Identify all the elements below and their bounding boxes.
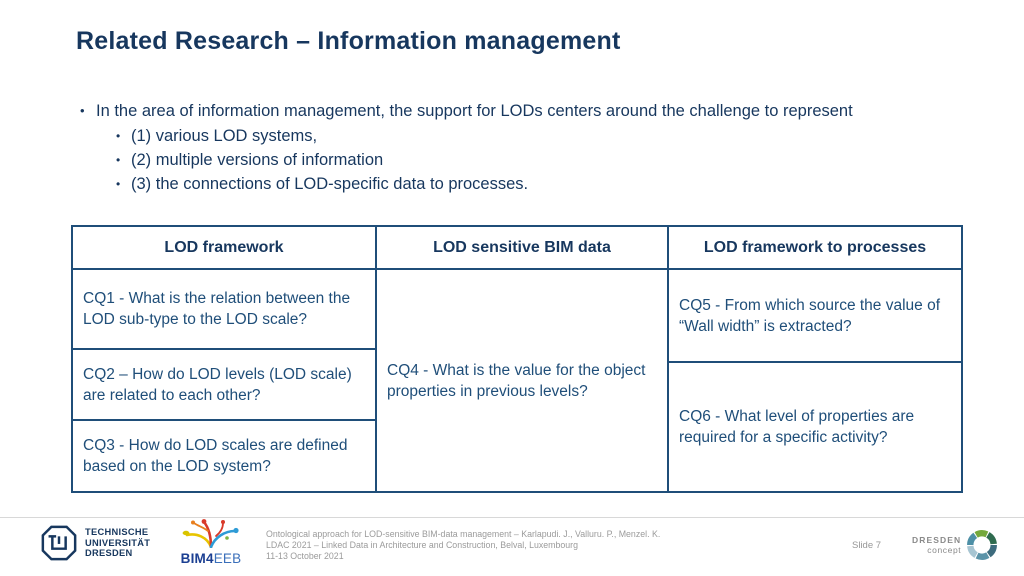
tu-dresden-wordmark: TECHNISCHE UNIVERSITÄT DRESDEN: [85, 527, 150, 559]
tu-dresden-logo: TECHNISCHE UNIVERSITÄT DRESDEN: [40, 524, 150, 562]
bim4eeb-bold-part: BIM4: [180, 551, 214, 566]
credit-line1: Ontological approach for LOD-sensitive B…: [266, 529, 661, 539]
bim4eeb-wordmark: BIM4EEB: [166, 551, 256, 566]
column-header: LOD framework: [73, 227, 375, 270]
dresden-concept-wordmark: DRESDEN concept: [912, 535, 961, 555]
tud-line2: UNIVERSITÄT: [85, 537, 151, 548]
table-column-lod-framework-to-processes: LOD framework to processes CQ5 - From wh…: [667, 227, 961, 491]
bullet-dot: •: [116, 153, 121, 167]
bullet-item-sub3: • (3) the connections of LOD-specific da…: [116, 172, 980, 196]
bullet-sub3-text: (3) the connections of LOD-specific data…: [131, 175, 529, 193]
footer-divider: [0, 517, 1024, 518]
table-column-lod-sensitive-bim-data: LOD sensitive BIM data CQ4 - What is the…: [375, 227, 667, 491]
table-cell-cq2: CQ2 – How do LOD levels (LOD scale) are …: [73, 348, 375, 419]
table-cell-cq3: CQ3 - How do LOD scales are defined base…: [73, 419, 375, 491]
table-cell-cq1: CQ1 - What is the relation between the L…: [83, 290, 351, 328]
footer-credits: Ontological approach for LOD-sensitive B…: [266, 529, 706, 562]
bullet-main-text: In the area of information management, t…: [96, 102, 853, 120]
slide-number: Slide 7: [852, 540, 882, 551]
bullet-sub2-text: (2) multiple versions of information: [131, 151, 384, 169]
dresden-concept-swirl-icon: [967, 530, 998, 560]
dresden-concept-line2: concept: [927, 545, 962, 555]
bullet-dot: •: [116, 129, 121, 143]
bullet-item-sub2: • (2) multiple versions of information: [116, 148, 980, 172]
bullet-item-main: • In the area of information management,…: [80, 99, 980, 123]
bullet-dot: •: [80, 103, 85, 118]
bim4eeb-tree-icon: [182, 519, 239, 549]
table-column-lod-framework: LOD framework CQ1 - What is the relation…: [73, 227, 375, 491]
tud-line3: DRESDEN: [85, 548, 133, 559]
bullet-sub1-text: (1) various LOD systems,: [131, 127, 318, 145]
bullet-list: • In the area of information management,…: [80, 99, 980, 196]
credit-line2: LDAC 2021 – Linked Data in Architecture …: [266, 540, 578, 550]
credit-line3: 11-13 October 2021: [266, 551, 344, 561]
bim4eeb-light-part: EEB: [213, 551, 242, 566]
slide-title: Related Research – Information managemen…: [76, 27, 621, 55]
bim4eeb-logo: BIM4EEB: [166, 518, 256, 566]
table-cell-cq4: CQ4 - What is the value for the object p…: [387, 361, 646, 400]
column-header: LOD framework to processes: [669, 227, 961, 270]
bullet-dot: •: [116, 177, 121, 191]
table-cell-cq5: CQ5 - From which source the value of “Wa…: [679, 296, 941, 335]
bullet-item-sub1: • (1) various LOD systems,: [116, 124, 980, 148]
tu-dresden-octagon-icon: [41, 525, 77, 561]
tud-line1: TECHNISCHE: [85, 526, 149, 537]
table-cell-cq6: CQ6 - What level of properties are requi…: [669, 361, 961, 491]
research-questions-table: LOD framework CQ1 - What is the relation…: [71, 225, 963, 493]
dresden-concept-line1: DRESDEN: [912, 535, 962, 545]
dresden-concept-logo: DRESDEN concept: [912, 529, 998, 561]
column-header: LOD sensitive BIM data: [377, 227, 667, 270]
